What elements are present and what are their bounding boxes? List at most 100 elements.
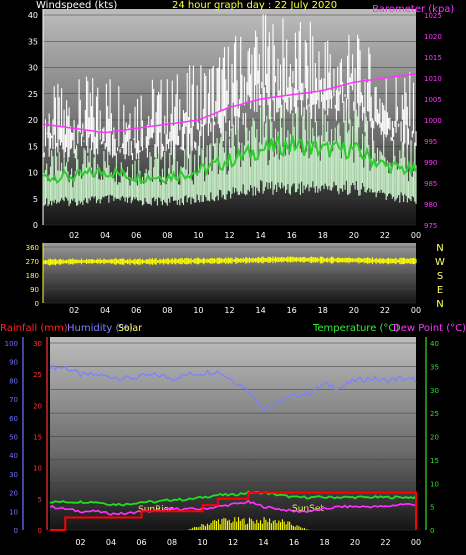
dewpoint-title: Dew Point (°C) [393, 323, 466, 334]
direction-tick-label: 90 [30, 286, 39, 294]
weather-x-tick-label: 22 [380, 538, 390, 547]
temperature-tick-label: 35 [430, 363, 439, 371]
rainfall-tick-label: 15 [33, 434, 42, 442]
direction-tick-label: 0 [35, 300, 39, 308]
direction-x-tick-label: 14 [255, 306, 265, 315]
wind-tick-label: 5 [33, 195, 38, 204]
temperature-tick-label: 30 [430, 387, 439, 395]
compass-label: S [437, 271, 443, 282]
graph-title: 24 hour graph day : 22 July 2020 [172, 0, 337, 11]
wind-x-tick-label: 08 [162, 231, 172, 240]
wind-tick-label: 25 [28, 90, 38, 99]
barometer-tick-label: 1020 [424, 33, 442, 41]
direction-x-tick-label: 06 [131, 306, 141, 315]
wind-x-tick-label: 12 [224, 231, 234, 240]
weather-x-tick-label: 12 [228, 538, 238, 547]
barometer-tick-label: 1000 [424, 117, 442, 125]
direction-x-tick-label: 18 [318, 306, 328, 315]
wind-x-tick-label: 00 [411, 231, 421, 240]
direction-x-tick-label: 16 [287, 306, 297, 315]
rainfall-title: Rainfall (mm) [0, 323, 68, 334]
direction-tick-label: 360 [26, 244, 39, 252]
direction-panel-background [43, 243, 416, 303]
chart-marks: 0510152025303540975980985990995100010051… [5, 9, 445, 547]
wind-x-tick-label: 18 [318, 231, 328, 240]
rainfall-tick-label: 5 [38, 496, 42, 504]
compass-label: W [435, 257, 445, 268]
humidity-tick-label: 90 [9, 359, 18, 367]
wind-tick-label: 20 [28, 116, 38, 125]
wind-title: Windspeed (kts) [36, 0, 117, 11]
direction-x-tick-label: 22 [380, 306, 390, 315]
wind-x-tick-label: 06 [131, 231, 141, 240]
barometer-tick-label: 1005 [424, 96, 442, 104]
temperature-tick-label: 5 [430, 504, 434, 512]
barometer-tick-label: 980 [424, 201, 437, 209]
humidity-tick-label: 70 [9, 396, 18, 404]
wind-tick-label: 10 [28, 169, 38, 178]
direction-x-tick-label: 12 [224, 306, 234, 315]
rainfall-tick-label: 30 [33, 340, 42, 348]
dewpoint-series [49, 499, 417, 516]
humidity-tick-label: 100 [5, 340, 18, 348]
rainfall-tick-label: 20 [33, 402, 42, 410]
weather-x-tick-label: 20 [350, 538, 360, 547]
wind-tick-label: 0 [33, 221, 38, 230]
wind-x-tick-label: 14 [255, 231, 265, 240]
direction-x-tick-label: 00 [411, 306, 421, 315]
humidity-series [49, 363, 417, 412]
direction-x-tick-label: 04 [100, 306, 110, 315]
weather-x-tick-label: 06 [136, 538, 146, 547]
wind-tick-label: 40 [28, 11, 38, 20]
wind-direction-series [42, 256, 417, 266]
temperature-tick-label: 40 [430, 340, 439, 348]
humidity-tick-label: 50 [9, 434, 18, 442]
humidity-title: Humidity (%) [67, 323, 133, 334]
barometer-tick-label: 995 [424, 138, 437, 146]
barometer-tick-label: 1010 [424, 75, 442, 83]
direction-x-tick-label: 20 [349, 306, 359, 315]
humidity-tick-label: 30 [9, 471, 18, 479]
weather-x-tick-label: 14 [258, 538, 268, 547]
barometer-series [42, 73, 417, 134]
weather-x-tick-label: 02 [75, 538, 85, 547]
barometer-tick-label: 990 [424, 159, 437, 167]
compass-label: N [436, 243, 443, 254]
temperature-series [49, 490, 417, 507]
direction-tick-label: 270 [26, 258, 39, 266]
temperature-tick-label: 20 [430, 434, 439, 442]
direction-tick-label: 180 [26, 272, 39, 280]
wind-x-tick-label: 02 [69, 231, 79, 240]
barometer-tick-label: 985 [424, 180, 437, 188]
weather-x-tick-label: 10 [197, 538, 207, 547]
wind-x-tick-label: 22 [380, 231, 390, 240]
rainfall-tick-label: 0 [38, 527, 42, 535]
wind-x-tick-label: 20 [349, 231, 359, 240]
barometer-tick-label: 1015 [424, 54, 442, 62]
solar-series [188, 517, 309, 530]
weather-x-tick-label: 16 [289, 538, 299, 547]
weather-x-tick-label: 18 [319, 538, 329, 547]
temperature-tick-label: 10 [430, 480, 439, 488]
temperature-tick-label: 15 [430, 457, 439, 465]
humidity-tick-label: 20 [9, 490, 18, 498]
weather-x-tick-label: 00 [411, 538, 421, 547]
sunset-label: SunSet [292, 504, 324, 514]
compass-label: E [437, 285, 443, 296]
temperature-title: Temperature (°C) [312, 323, 399, 334]
humidity-tick-label: 80 [9, 377, 18, 385]
weather-x-tick-label: 08 [167, 538, 177, 547]
solar-title: Solar [118, 323, 143, 334]
wind-tick-label: 15 [28, 142, 38, 151]
rainfall-tick-label: 10 [33, 465, 42, 473]
temperature-tick-label: 25 [430, 410, 439, 418]
wind-tick-label: 35 [28, 37, 38, 46]
barometer-tick-label: 1025 [424, 12, 442, 20]
rainfall-tick-label: 25 [33, 371, 42, 379]
compass-label: N [436, 299, 443, 310]
wind-tick-label: 30 [28, 64, 38, 73]
wind-x-tick-label: 16 [287, 231, 297, 240]
direction-x-tick-label: 10 [193, 306, 203, 315]
humidity-tick-label: 0 [14, 527, 18, 535]
